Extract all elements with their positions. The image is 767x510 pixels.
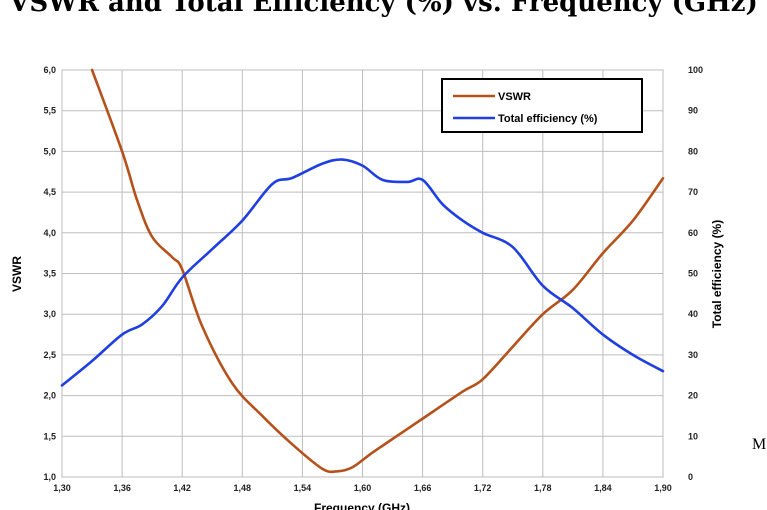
legend-box [441,78,643,133]
y2-tick-label: 100 [688,65,703,75]
y2-tick-label: 60 [688,228,698,238]
x-tick-label: 1,60 [354,483,372,493]
series-lines [60,68,665,474]
y-tick-label: 5,0 [43,146,56,156]
y2-tick-label: 80 [688,146,698,156]
y-tick-label: 3,5 [43,269,56,279]
y2-axis-label: Total efficiency (%) [710,220,724,328]
cropped-side-text: M [752,436,767,453]
y2-axis-ticks: 0 10 20 30 40 50 60 70 80 90 100 [688,65,703,482]
y2-tick-label: 30 [688,350,698,360]
y2-tick-label: 70 [688,187,698,197]
y-axis-ticks: 1,0 1,5 2,0 2,5 3,0 3,5 4,0 4,5 5,0 5,5 6,0 [43,65,56,482]
x-tick-label: 1,84 [594,483,612,493]
y2-tick-label: 40 [688,309,698,319]
efficiency-line [60,158,665,387]
y-axis-label: VSWR [10,256,24,292]
y-tick-label: 6,0 [43,65,56,75]
y-tick-label: 1,5 [43,431,56,441]
y-tick-label: 2,5 [43,350,56,360]
legend-label-efficiency: Total efficiency (%) [498,113,598,125]
vswr-line [90,68,665,474]
legend-label-vswr: VSWR [498,91,531,103]
x-tick-label: 1,54 [294,483,312,493]
x-axis-label: Frequency (GHz) [314,501,410,510]
x-axis-ticks: 1,30 1,36 1,42 1,48 1,54 1,60 1,66 1,72 1,78 1,84… [53,483,672,493]
y2-tick-label: 0 [688,472,693,482]
page-title: VSWR and Total Efficiency (%) vs. Freque… [9,0,758,18]
x-tick-label: 1,48 [234,483,252,493]
x-tick-label: 1,72 [474,483,492,493]
x-tick-label: 1,30 [53,483,71,493]
legend: VSWR Total efficiency (%) [441,78,643,133]
y2-tick-label: 10 [688,431,698,441]
x-tick-label: 1,42 [173,483,191,493]
x-tick-label: 1,90 [654,483,672,493]
y-tick-label: 1,0 [43,472,56,482]
x-tick-label: 1,36 [113,483,131,493]
y-tick-label: 4,5 [43,187,56,197]
y-tick-label: 3,0 [43,309,56,319]
x-tick-label: 1,78 [534,483,552,493]
y-tick-label: 2,0 [43,391,56,401]
y2-tick-label: 20 [688,391,698,401]
y2-tick-label: 90 [688,106,698,116]
y2-tick-label: 50 [688,269,698,279]
y-tick-label: 5,5 [43,106,56,116]
y-tick-label: 4,0 [43,228,56,238]
grid [61,69,664,478]
x-tick-label: 1,66 [414,483,432,493]
